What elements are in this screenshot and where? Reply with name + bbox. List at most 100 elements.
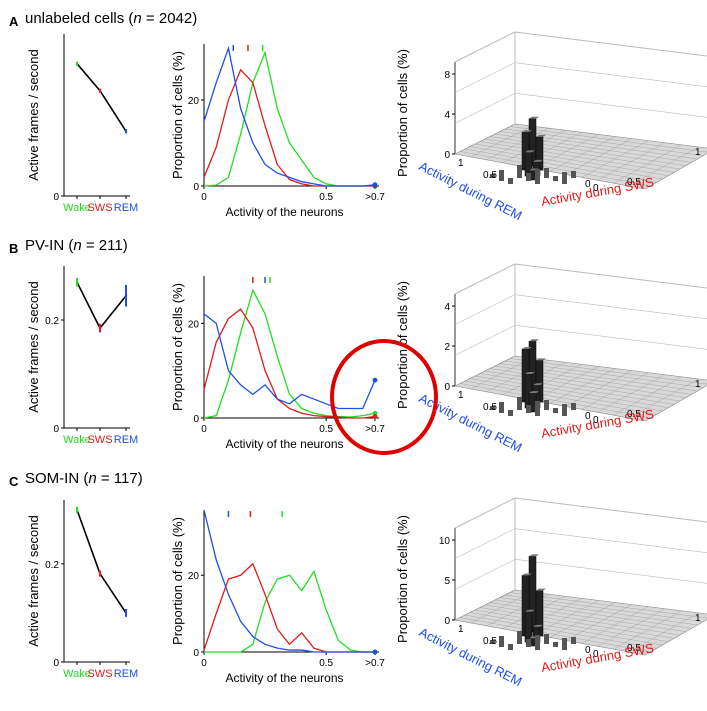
mean-point-sws [98, 89, 102, 92]
series-line-sws [203, 308, 376, 419]
distribution-chart-c: 0 20 0 0.5 >0.7 Activity of the neurons Propor… [170, 509, 385, 685]
end-point-rem [372, 649, 378, 655]
mean-activity-line [76, 63, 127, 132]
panel-title-c-n: n [88, 470, 97, 487]
y-tick-label: 0 [53, 424, 59, 435]
floor-grid-line [613, 610, 682, 650]
histogram-bar [508, 410, 513, 416]
mean-point-wake [75, 281, 79, 284]
histogram-bar [490, 174, 495, 178]
floor-grid-line [613, 144, 682, 184]
y-tick-label: 0 [193, 414, 199, 425]
category-label-sws: SWS [87, 202, 112, 214]
category-label-wake: Wake [63, 668, 91, 680]
histogram-bar-top [525, 371, 535, 374]
mean-point-rem [124, 130, 128, 133]
series-line-sws [203, 68, 375, 187]
panel-title-a: unlabeled cells (n = 2042) [25, 10, 197, 27]
panel-title-a-n: n [133, 10, 142, 27]
histogram-bar [526, 639, 531, 647]
x-tick-label: 0.5 [319, 658, 333, 669]
category-label-sws: SWS [87, 668, 112, 680]
histogram-bar [562, 638, 567, 650]
y-tick-label: 0.2 [45, 560, 59, 571]
grid-line [454, 93, 516, 124]
mean-point-wake [75, 508, 79, 512]
grid-line [454, 31, 516, 63]
histogram-bar-top [533, 383, 543, 386]
panel-title-c-paren: ( [83, 470, 89, 487]
panel-title-b-name: PV-IN [25, 237, 65, 254]
rem-axis-tick: 0.5 [483, 170, 497, 181]
histogram-bar [553, 176, 558, 181]
floor-grid-line [613, 376, 682, 416]
series-line-rem [203, 313, 376, 410]
x-tick-label: >0.7 [365, 424, 385, 435]
z-tick-label: 4 [444, 110, 450, 121]
x-tick-label: 0 [201, 424, 207, 435]
histogram-bar [562, 404, 567, 416]
histogram-bar [490, 406, 495, 410]
mean-point-sws [98, 326, 102, 330]
histogram-bar [499, 170, 504, 181]
histogram-bar [535, 635, 540, 650]
grid-line [514, 31, 707, 57]
distribution-chart-a: 0 20 0 0.5 >0.7 Activity of the neurons Propor… [170, 44, 385, 219]
x-tick-label: >0.7 [365, 192, 385, 203]
panel-title-c-count: = 117) [96, 470, 143, 487]
category-label-sws: SWS [87, 434, 112, 446]
histogram-bar [499, 636, 504, 647]
grid-line [514, 263, 707, 289]
histogram-bar-top [529, 391, 539, 394]
z-tick-label: 5 [444, 576, 450, 587]
mean-point-rem [124, 611, 128, 615]
panel-letter-a: A [9, 14, 19, 29]
z-tick-label: 0 [444, 382, 450, 393]
histogram-bar-top [525, 609, 535, 612]
proportion-ylabel: Proportion of cells (%) [170, 283, 185, 411]
histogram-bar-top [533, 624, 543, 627]
y-tick-label: 0 [193, 182, 199, 193]
panel-title-c: SOM-IN (n = 117) [25, 470, 143, 487]
histogram-bar [571, 171, 576, 178]
x-tick-label: 0.5 [319, 192, 333, 203]
activity-xlabel: Activity of the neurons [225, 437, 343, 451]
series-line-wake [203, 288, 376, 419]
floor-grid-line [629, 146, 699, 187]
rem-axis-label: Activity during REM [417, 158, 525, 223]
z-tick-label: 0 [444, 150, 450, 161]
grid-line [514, 559, 707, 584]
histogram-bar [517, 165, 522, 178]
end-point-sws [372, 414, 378, 419]
histogram-bar-top [522, 130, 532, 133]
z-tick-label: 0 [444, 616, 450, 627]
end-point-rem [372, 182, 378, 188]
grid-line [514, 62, 707, 87]
grid-line [514, 325, 707, 350]
histogram-bar [544, 400, 549, 410]
histogram-bar [526, 173, 531, 181]
grid-line [454, 62, 516, 93]
histogram-bar [562, 172, 567, 184]
rem-axis-label: Activity during REM [417, 390, 525, 455]
histogram-bar [553, 642, 558, 647]
sws-axis-tick: 0 [593, 649, 599, 660]
sws-axis-tick: 0 [593, 415, 599, 426]
panel-title-b: PV-IN (n = 211) [25, 237, 128, 254]
y-tick-label: 0 [53, 658, 59, 669]
grid-line [454, 263, 516, 295]
panel-title-b-n: n [73, 237, 82, 254]
histogram-bar [490, 640, 495, 644]
floor-grid-line [509, 126, 707, 153]
sws-axis-tick: 1 [695, 147, 701, 158]
rem-axis-tick: 0 [585, 411, 591, 422]
histogram-bar [535, 169, 540, 184]
sws-axis-tick: 0 [593, 183, 599, 194]
histogram-bar [544, 168, 549, 178]
histogram-bar-top [529, 554, 539, 557]
sws-axis-tick: 0.5 [627, 177, 641, 188]
